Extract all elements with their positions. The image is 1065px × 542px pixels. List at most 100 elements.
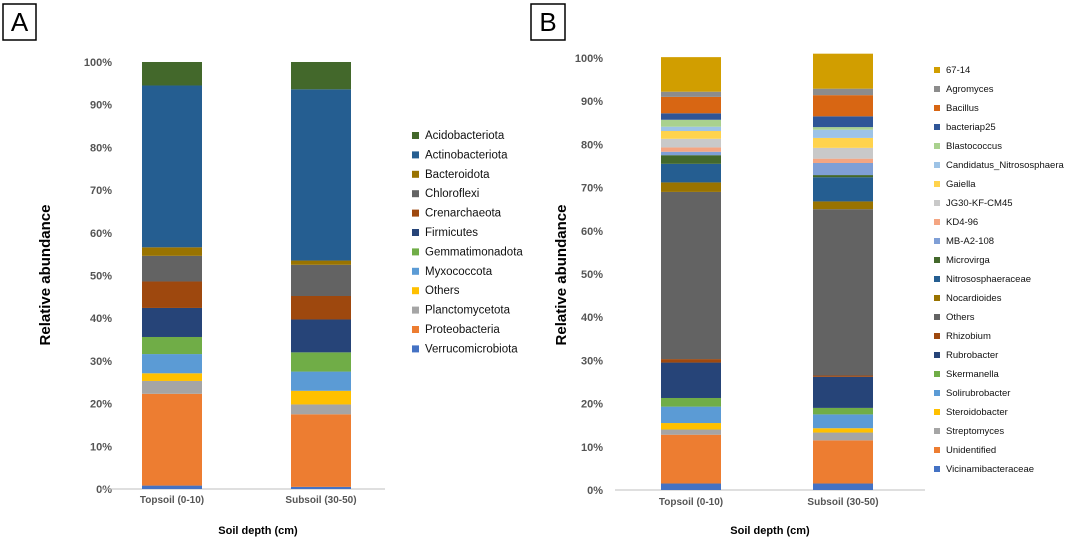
y-tick-label: 70% xyxy=(581,183,603,195)
panel-b-label-box xyxy=(530,3,566,41)
bar-segment xyxy=(661,126,721,132)
bar-segment xyxy=(661,147,721,152)
legend-swatch xyxy=(934,181,940,187)
bar-segment xyxy=(813,127,873,130)
panel-b-label: B xyxy=(539,7,556,37)
bar-segment xyxy=(291,62,351,90)
bar-segment xyxy=(813,201,873,210)
legend-swatch xyxy=(934,238,940,244)
bar-segment xyxy=(661,359,721,363)
bar-segment xyxy=(291,414,351,487)
legend-label: Actinobacteriota xyxy=(425,149,508,161)
bar-segment xyxy=(291,486,351,489)
bar-segment xyxy=(291,264,351,296)
legend-label: MB-A2-108 xyxy=(946,236,994,247)
x-category-label: Topsoil (0-10) xyxy=(140,495,204,506)
y-tick-label: 10% xyxy=(581,442,603,454)
y-tick-label: 0% xyxy=(96,484,112,496)
bar-segment xyxy=(813,209,873,376)
bar-segment xyxy=(813,177,873,202)
legend-label: 67-14 xyxy=(946,65,970,76)
bar-segment xyxy=(142,373,202,381)
y-tick-label: 60% xyxy=(581,226,603,238)
y-tick-label: 100% xyxy=(575,53,603,65)
legend-label: Nocardioides xyxy=(946,293,1002,304)
legend-label: Unidentified xyxy=(946,445,996,456)
legend-swatch xyxy=(934,162,940,168)
bar-segment xyxy=(142,281,202,308)
legend-label: Myxococcota xyxy=(425,266,493,278)
y-tick-label: 50% xyxy=(581,269,603,281)
legend-label: JG30-KF-CM45 xyxy=(946,198,1013,209)
legend-label: Microvirga xyxy=(946,255,991,266)
bar-segment xyxy=(813,147,873,159)
bar-segment xyxy=(661,151,721,156)
panel-a-label-box xyxy=(2,3,37,41)
panel-b-y-ticks: 0% 10% 20% 30% 40% 50% 60% 70% 80% 90% 100% xyxy=(575,53,603,497)
y-tick-label: 90% xyxy=(90,100,112,112)
y-tick-label: 80% xyxy=(90,142,112,154)
legend-label: Acidobacteriota xyxy=(425,130,505,142)
bar-segment xyxy=(661,155,721,164)
legend-swatch xyxy=(412,229,419,236)
legend-swatch xyxy=(934,124,940,130)
panel-b: B Relative abundance Soil depth (cm) 0% 1… xyxy=(530,3,1064,537)
bar-segment xyxy=(813,428,873,433)
bar-segment xyxy=(661,113,721,120)
legend-swatch xyxy=(412,326,419,333)
legend-label: Bacillus xyxy=(946,103,979,114)
legend-swatch xyxy=(934,105,940,111)
legend-swatch xyxy=(934,409,940,415)
bar-segment xyxy=(661,91,721,97)
legend-label: Vicinamibacteraceae xyxy=(946,464,1034,475)
legend-swatch xyxy=(934,257,940,263)
bar-segment xyxy=(813,53,873,89)
legend-label: Steroidobacter xyxy=(946,407,1008,418)
legend-swatch xyxy=(934,333,940,339)
bar-segment xyxy=(813,116,873,128)
y-tick-label: 100% xyxy=(84,57,112,69)
bar-segment xyxy=(661,131,721,139)
bar-segment xyxy=(661,434,721,484)
bar-segment xyxy=(813,483,873,490)
legend-label: Chloroflexi xyxy=(425,188,479,200)
legend-label: Candidatus_Nitrososphaera xyxy=(946,160,1064,171)
legend-label: KD4-96 xyxy=(946,217,978,228)
legend-label: bacteriap25 xyxy=(946,122,996,133)
bar-segment xyxy=(813,407,873,415)
bar-segment xyxy=(142,85,202,248)
bar-segment xyxy=(661,182,721,192)
bar-segment xyxy=(813,158,873,163)
bar-segment xyxy=(813,88,873,96)
bar-segment xyxy=(813,175,873,178)
legend-label: Gaiella xyxy=(946,179,976,190)
panel-b-categories: Topsoil (0-10) Subsoil (30-50) xyxy=(659,497,879,508)
bar-segment xyxy=(813,137,873,148)
legend-swatch xyxy=(412,132,419,139)
panel-a-x-axis-label: Soil depth (cm) xyxy=(218,525,298,537)
panel-b-y-axis-label: Relative abundance xyxy=(553,205,570,346)
legend-label: Streptomyces xyxy=(946,426,1004,437)
legend-label: Others xyxy=(425,285,460,297)
bar-segment xyxy=(661,119,721,127)
x-category-label: Topsoil (0-10) xyxy=(659,497,723,508)
panel-a-categories: Topsoil (0-10) Subsoil (30-50) xyxy=(140,495,357,506)
legend-swatch xyxy=(412,267,419,275)
y-tick-label: 50% xyxy=(90,271,112,283)
legend-swatch xyxy=(934,276,940,282)
legend-label: Crenarchaeota xyxy=(425,208,502,220)
bar-segment xyxy=(291,404,351,415)
legend-swatch xyxy=(934,219,940,225)
panel-a-legend: Acidobacteriota Actinobacteriota Bacteroid… xyxy=(412,130,523,355)
legend-label: Skermanella xyxy=(946,369,1000,380)
panel-a-y-ticks: 0% 10% 20% 30% 40% 50% 60% 70% 80% 90% 100% xyxy=(84,57,112,496)
bar-segment xyxy=(813,129,873,138)
legend-swatch xyxy=(934,314,940,320)
y-tick-label: 90% xyxy=(581,96,603,108)
bar-segment xyxy=(813,162,873,176)
legend-swatch xyxy=(934,390,940,396)
legend-swatch xyxy=(934,352,940,358)
bar-segment xyxy=(661,397,721,407)
legend-swatch xyxy=(934,466,940,472)
